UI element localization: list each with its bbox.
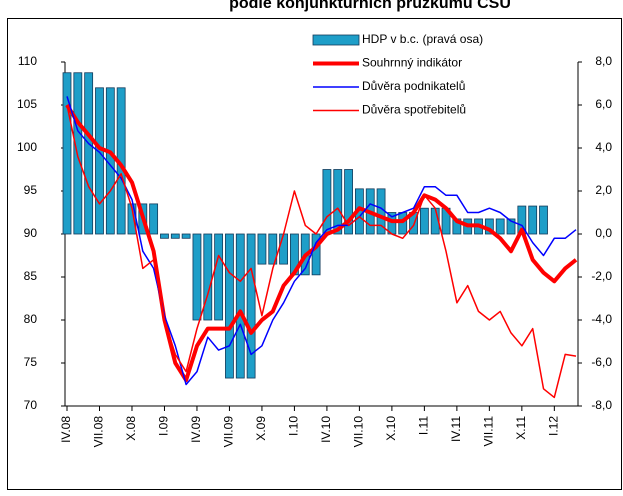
x-tick-label: IV.10: [319, 416, 333, 443]
x-tick-label: X.11: [514, 416, 528, 440]
y-tick-label: 90: [24, 226, 38, 240]
bar: [322, 169, 332, 235]
bar: [506, 218, 516, 235]
bar: [279, 233, 288, 265]
x-tick-label: VII.09: [222, 416, 236, 448]
legend-label: Důvěra spotřebitelů: [362, 103, 466, 117]
y2-tick-label: -2,0: [591, 269, 612, 283]
bar: [235, 233, 245, 379]
bar: [160, 233, 169, 239]
bar: [95, 87, 104, 235]
legend-item: HDP v b.c. (pravá osa): [312, 32, 483, 46]
y2-tick-label: 0,0: [595, 226, 612, 240]
y-tick-label: 80: [24, 312, 38, 326]
legend-swatch: [312, 34, 360, 46]
x-tick-label: VII.11: [482, 416, 496, 447]
line: [66, 96, 577, 386]
x-tick-label: X.08: [124, 416, 138, 441]
legend-label: HDP v b.c. (pravá osa): [362, 32, 483, 46]
bar: [170, 233, 180, 239]
bar: [268, 233, 278, 265]
chart-frame: [7, 18, 622, 490]
bar: [333, 169, 343, 235]
y2-tick-label: -8,0: [591, 398, 612, 412]
y2-tick-label: 6,0: [595, 97, 612, 111]
legend-item: Důvěra spotřebitelů: [313, 103, 466, 117]
bar: [246, 233, 256, 379]
y-tick-label: 70: [24, 398, 38, 412]
x-tick-label: I.11: [417, 416, 431, 435]
x-tick-label: VII.10: [352, 416, 366, 448]
x-tick-label: I.09: [157, 416, 171, 436]
bar: [84, 72, 94, 235]
bar: [192, 233, 202, 321]
y-tick-label: 110: [18, 54, 37, 68]
bar: [344, 169, 353, 235]
legend-label: Souhrnný indikátor: [362, 56, 462, 70]
bar: [225, 233, 234, 379]
bar: [149, 203, 159, 235]
x-tick-label: I.10: [287, 416, 301, 436]
chart-title: podle konjunkturních průzkumů ČSÚ: [229, 0, 511, 12]
legend-item: Důvěra podnikatelů: [313, 79, 465, 93]
y2-tick-label: -4,0: [591, 312, 612, 326]
bar: [203, 233, 213, 321]
bar: [181, 233, 191, 239]
y-tick-label: 100: [17, 140, 37, 154]
bar: [398, 212, 408, 235]
x-tick-label: IV.09: [189, 416, 203, 443]
line: [66, 104, 577, 399]
legend-label: Důvěra podnikatelů: [362, 79, 465, 93]
y2-tick-label: 4,0: [595, 140, 612, 154]
x-tick-label: I.12: [547, 416, 561, 436]
bar: [539, 205, 548, 235]
y2-tick-label: 2,0: [595, 183, 612, 197]
legend-item: Souhrnný indikátor: [313, 56, 462, 70]
x-tick-label: X.10: [384, 416, 398, 441]
x-tick-label: VII.08: [92, 416, 106, 448]
x-tick-label: X.09: [254, 416, 268, 441]
bar: [257, 233, 267, 265]
y2-tick-label: -6,0: [591, 355, 612, 369]
bar: [214, 233, 224, 321]
bar: [528, 205, 538, 235]
bar: [495, 218, 505, 235]
y2-tick-label: 8,0: [595, 54, 612, 68]
line: [65, 103, 578, 383]
y-tick-label: 95: [24, 183, 38, 197]
x-tick-label: IV.11: [449, 416, 463, 442]
x-tick-label: IV.08: [59, 416, 73, 443]
y-tick-label: 75: [24, 355, 38, 369]
bar: [62, 72, 72, 235]
y-tick-label: 105: [17, 97, 37, 111]
y-tick-label: 85: [24, 269, 38, 283]
bar: [419, 207, 429, 235]
